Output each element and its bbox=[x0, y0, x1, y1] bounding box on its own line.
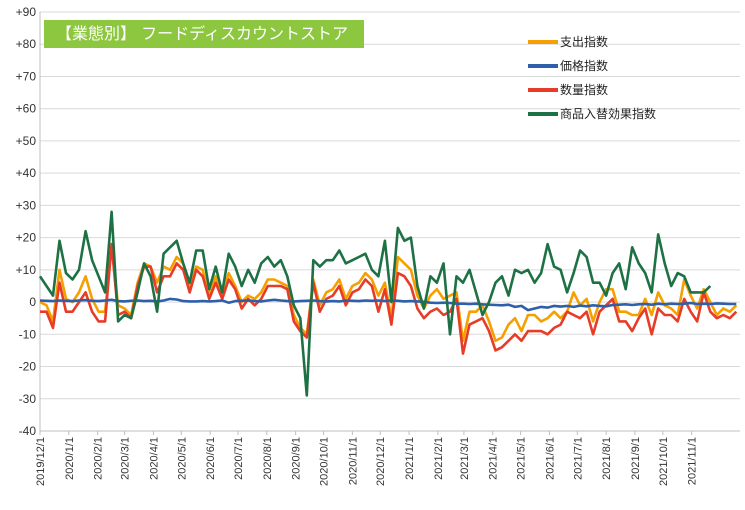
y-tick-label: 0 bbox=[29, 295, 36, 309]
legend-label-price: 価格指数 bbox=[560, 59, 609, 73]
legend-swatch-price bbox=[528, 64, 558, 68]
y-axis-ticks: +90 +80 +70 +60 +50 +40 +30 +20 +10 0 -10 -20 -30 -40 bbox=[16, 5, 37, 438]
legend-label-quantity: 数量指数 bbox=[560, 83, 609, 97]
legend-swatch-replacement bbox=[528, 112, 558, 116]
x-tick-label: 2021/8/1 bbox=[601, 437, 613, 480]
x-tick-label: 2020/7/1 bbox=[233, 437, 245, 480]
legend-item-replacement: 商品入替効果指数 bbox=[528, 104, 698, 128]
legend-item-spending: 支出指数 bbox=[528, 32, 698, 56]
x-tick-label: 2020/9/1 bbox=[291, 437, 303, 480]
y-tick-label: +60 bbox=[16, 102, 37, 116]
x-tick-label: 2020/11/1 bbox=[347, 437, 359, 485]
y-tick-label: -10 bbox=[19, 327, 37, 341]
y-tick-label: +50 bbox=[16, 134, 37, 148]
x-tick-label: 2021/6/1 bbox=[544, 437, 556, 480]
x-tick-label: 2021/5/1 bbox=[516, 437, 528, 480]
y-tick-label: +20 bbox=[16, 231, 37, 245]
y-tick-label: -30 bbox=[19, 392, 37, 406]
legend-label-replacement: 商品入替効果指数 bbox=[560, 107, 657, 121]
x-tick-label: 2020/6/1 bbox=[205, 437, 217, 480]
x-tick-label: 2020/12/1 bbox=[375, 437, 387, 486]
legend: 支出指数 価格指数 数量指数 商品入替効果指数 bbox=[528, 32, 698, 128]
y-tick-label: +40 bbox=[16, 166, 37, 180]
x-tick-label: 2020/10/1 bbox=[319, 437, 331, 486]
x-tick-label: 2021/3/1 bbox=[459, 437, 471, 480]
series-line-spending bbox=[39, 242, 738, 343]
series-line-replacement bbox=[38, 210, 712, 397]
x-tick-label: 2020/4/1 bbox=[148, 437, 160, 480]
y-tick-label: -20 bbox=[19, 360, 37, 374]
y-tick-label: +70 bbox=[16, 69, 37, 83]
x-tick-label: 2020/3/1 bbox=[120, 437, 132, 480]
y-tick-label: +90 bbox=[16, 5, 37, 19]
chart-title: 【業態別】 フードディスカウントストア bbox=[44, 20, 364, 48]
series-lines bbox=[38, 210, 738, 397]
legend-label-spending: 支出指数 bbox=[560, 35, 609, 49]
legend-item-price: 価格指数 bbox=[528, 56, 698, 80]
legend-swatch-quantity bbox=[528, 88, 558, 92]
y-tick-label: +10 bbox=[16, 263, 37, 277]
x-tick-label: 2021/10/1 bbox=[658, 437, 670, 486]
x-tick-label: 2021/9/1 bbox=[630, 437, 642, 480]
x-tick-label: 2020/5/1 bbox=[176, 437, 188, 480]
x-tick-label: 2021/4/1 bbox=[488, 437, 500, 480]
x-tick-label: 2021/7/1 bbox=[572, 437, 584, 480]
legend-swatch-spending bbox=[528, 40, 558, 44]
x-tick-label: 2020/8/1 bbox=[262, 437, 274, 480]
x-tick-label: 2020/1/1 bbox=[64, 437, 76, 480]
x-tick-label: 2020/2/1 bbox=[93, 437, 105, 480]
grid-lines bbox=[39, 11, 740, 432]
series-line-quantity bbox=[40, 242, 738, 355]
y-tick-label: -40 bbox=[19, 424, 37, 438]
y-tick-label: +80 bbox=[16, 37, 37, 51]
x-axis-ticks: 2019/12/1 2020/1/1 2020/2/1 2020/3/1 2020/4/… bbox=[35, 431, 699, 486]
x-tick-label: 2019/12/1 bbox=[35, 437, 47, 486]
x-tick-label: 2021/2/1 bbox=[433, 437, 445, 480]
x-tick-label: 2021/11/1 bbox=[687, 437, 699, 485]
legend-item-quantity: 数量指数 bbox=[528, 80, 698, 104]
y-tick-label: +30 bbox=[16, 198, 37, 212]
x-tick-label: 2021/1/1 bbox=[404, 437, 416, 480]
